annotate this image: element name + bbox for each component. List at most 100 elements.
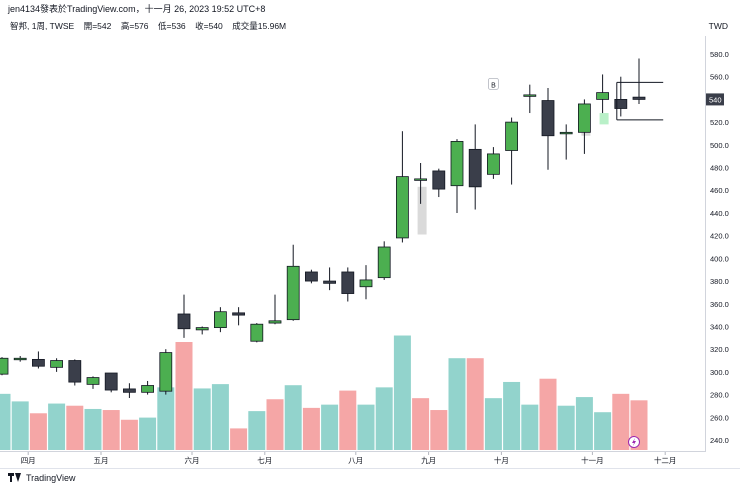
candle-body: [414, 178, 428, 181]
candle-body: [578, 103, 591, 133]
candle-body: [395, 176, 409, 239]
volume-bar: [139, 417, 157, 450]
candle-body: [13, 357, 27, 361]
candle-body: [323, 280, 337, 284]
candle: [195, 326, 209, 335]
price-tick-label: 260.0: [710, 413, 729, 422]
price-tick-label: 340.0: [710, 322, 729, 331]
volume-bar: [120, 419, 138, 450]
price-tick-label: 240.0: [710, 436, 729, 445]
annotation-label: B: [491, 82, 496, 89]
volume-bar: [0, 393, 11, 450]
candle-body: [523, 94, 537, 97]
time-tick-label: 五月: [94, 456, 109, 465]
time-tick-label: 十月: [494, 455, 509, 465]
time-tick-label: 四月: [21, 456, 36, 465]
volume-bar: [575, 397, 593, 450]
candle-body: [159, 352, 173, 392]
candle-body: [195, 327, 209, 331]
candle: [523, 84, 537, 114]
candlestick-chart[interactable]: B 240.0 260.0 280.0 300.0 320.0 340.0 360.0 380…: [0, 0, 740, 452]
candle-body: [68, 360, 82, 383]
price-tick-label: 400.0: [710, 254, 729, 263]
currency-label: TWD: [708, 21, 728, 31]
time-axis[interactable]: 四月 五月 六月 七月 八月 九月 十月 十一月 十二月: [0, 452, 740, 468]
legend-high: 高=576: [120, 21, 149, 31]
candle-body: [341, 271, 355, 294]
candle-body: [596, 92, 609, 100]
price-axis-border: [705, 36, 706, 451]
time-tick-label: 十一月: [581, 455, 604, 465]
candle-body: [450, 141, 464, 187]
candle-body: [286, 265, 300, 321]
candle: [578, 99, 591, 154]
candle: [432, 168, 446, 198]
ghost-candle: [417, 186, 427, 235]
volume-bar: [248, 411, 266, 450]
volume-bar: [302, 407, 320, 450]
legend-volume: 成交量15.96M: [232, 21, 287, 31]
price-axis[interactable]: 240.0 260.0 280.0 300.0 320.0 340.0 360.0 380.0…: [706, 50, 729, 445]
volume-bar: [594, 412, 612, 450]
volume-bar: [11, 401, 29, 450]
volume-bar: [29, 413, 47, 450]
candle: [232, 307, 246, 326]
candle-body: [32, 358, 45, 367]
price-tick-label: 300.0: [710, 368, 729, 377]
volume-bar: [375, 387, 393, 450]
volume-bar: [557, 405, 575, 450]
current-price-text: 540: [709, 95, 722, 104]
candle: [323, 267, 337, 291]
volume-bar: [339, 390, 357, 450]
volume-bar: [357, 404, 375, 450]
volume-bar: [612, 393, 630, 450]
candle: [395, 131, 409, 243]
symbol-legend: 智邦, 1周, TWSE 開=542 高=576 低=536 收=540 成交量…: [0, 18, 700, 34]
price-tick-label: 480.0: [710, 164, 729, 173]
candle-body: [377, 246, 391, 279]
candle-body: [632, 96, 646, 100]
candle: [32, 351, 45, 369]
candle: [486, 147, 500, 179]
volume-bar: [430, 410, 448, 450]
time-tick-label: 七月: [257, 456, 272, 465]
candle: [213, 307, 227, 333]
candle: [414, 162, 428, 204]
legend-open: 開=542: [83, 21, 112, 31]
candle: [68, 359, 82, 386]
volume-bar: [230, 428, 248, 450]
legend-low: 低=536: [158, 21, 186, 31]
volume-bar: [466, 358, 484, 450]
candle-body: [86, 377, 100, 385]
publisher-line: jen4134發表於TradingView.com，十一月 26, 2023 1…: [0, 0, 740, 18]
candle-body: [250, 323, 264, 342]
annotation-box: [487, 77, 499, 90]
volume-bar: [521, 404, 539, 450]
volume-bar: [412, 398, 430, 450]
candle: [559, 124, 573, 160]
price-tick-label: 360.0: [710, 300, 729, 309]
price-tick-label: 280.0: [710, 391, 729, 400]
candle-body: [141, 385, 155, 393]
candle: [0, 357, 9, 376]
ghost-candle: [599, 113, 609, 125]
volume-bar: [484, 398, 502, 450]
price-tick-label: 460.0: [710, 186, 729, 195]
candle: [632, 58, 646, 104]
candle: [13, 355, 27, 362]
legend-close: 收=540: [195, 21, 223, 31]
candle: [159, 349, 173, 395]
candle-body: [213, 311, 227, 329]
volume-bars: [0, 335, 648, 450]
candle: [141, 380, 155, 395]
candle: [541, 88, 555, 170]
candle: [123, 383, 136, 398]
candle-body: [50, 360, 63, 368]
price-tick-label: 580.0: [710, 50, 729, 59]
candle: [377, 241, 391, 280]
chart-annotations: B: [487, 77, 664, 448]
volume-bar: [448, 358, 466, 450]
candle-body: [177, 313, 191, 330]
candle: [286, 244, 300, 321]
candle: [341, 267, 355, 302]
